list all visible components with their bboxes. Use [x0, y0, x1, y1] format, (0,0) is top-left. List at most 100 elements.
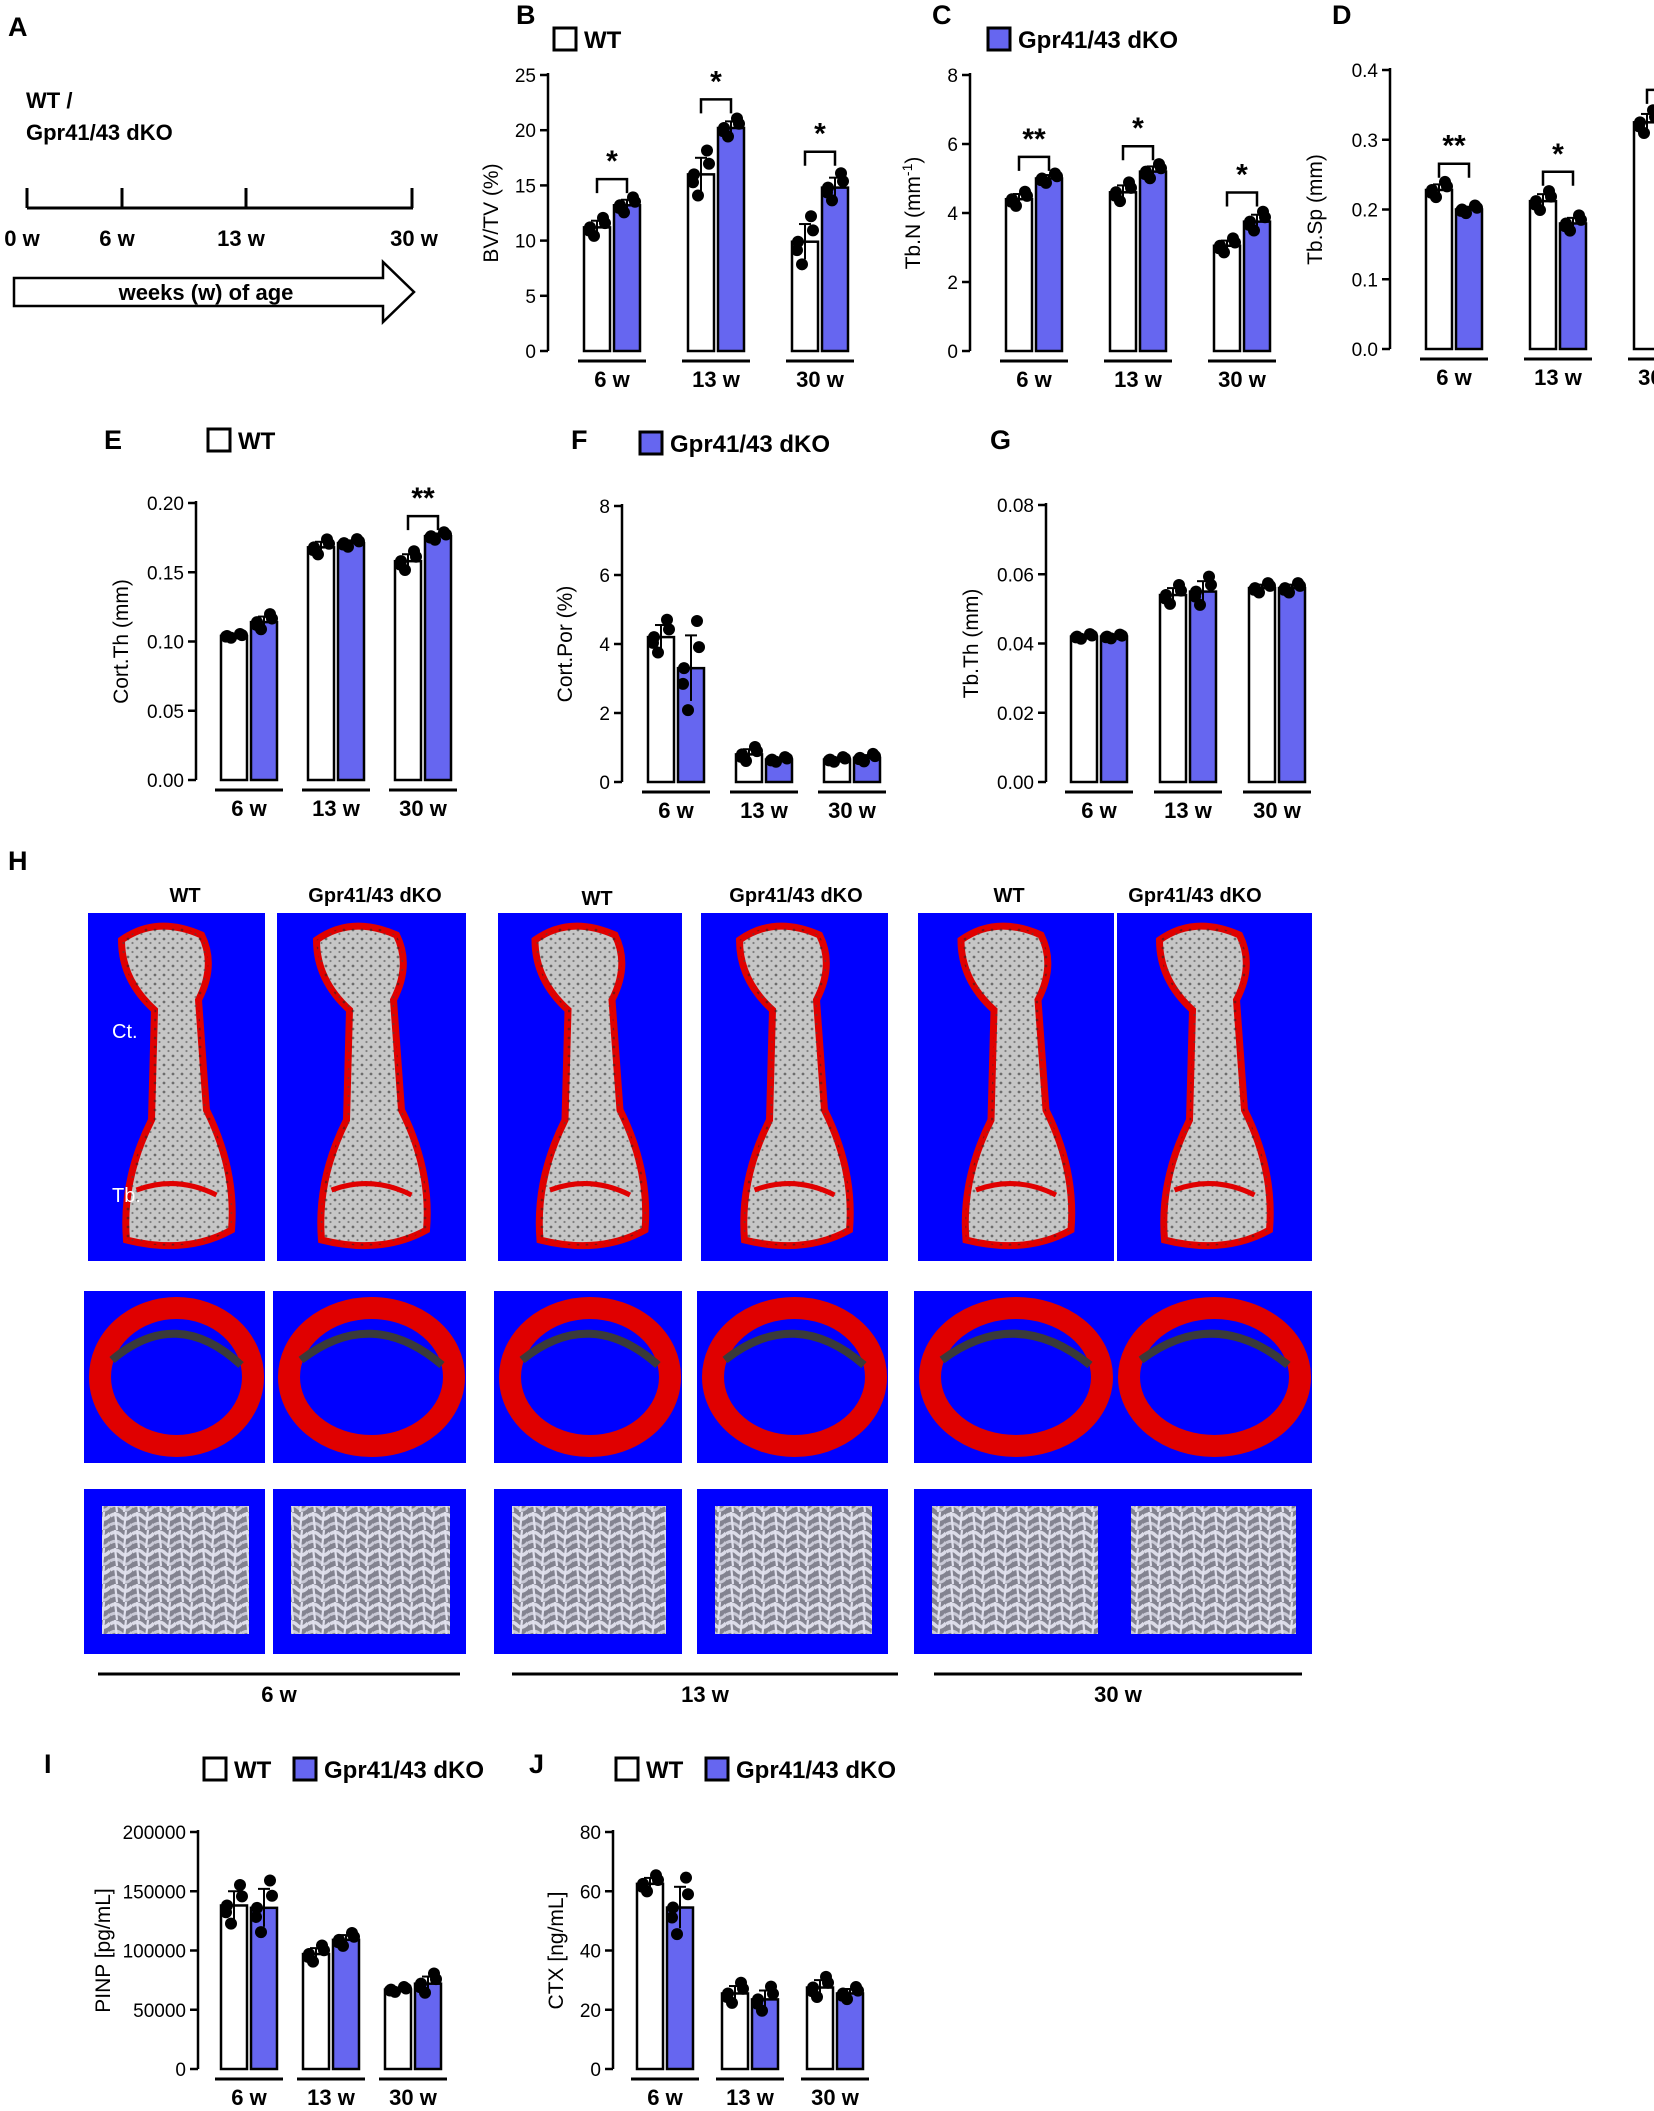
bar-wt [306, 546, 336, 782]
category-label: 30 w [1218, 367, 1267, 392]
chart-b: B 0 5 10 15 20 25 BV/TV (%) 6 w * 13 w * 30 w * WT [480, 0, 854, 392]
trabecular-block [512, 1506, 666, 1634]
y-tick-label: 0 [599, 773, 610, 794]
data-point [1035, 174, 1047, 187]
data-point [414, 1981, 426, 1994]
y-tick-label: 5 [525, 287, 536, 308]
data-point [1294, 579, 1306, 592]
y-axis-label: Cort.Th (mm) [110, 579, 133, 704]
bar-wt [582, 226, 612, 353]
data-point [735, 750, 747, 763]
data-point [251, 1901, 263, 1914]
trabecular-block [1131, 1506, 1296, 1634]
data-point [682, 1888, 694, 1901]
y-tick-label: 0 [590, 2060, 601, 2081]
data-point [266, 1889, 278, 1902]
cortical-inner-shadow [298, 1329, 445, 1369]
bar-dko [820, 186, 850, 353]
cortical-ring [89, 1297, 264, 1457]
significance-bracket [406, 514, 440, 531]
data-point [394, 558, 406, 571]
bar-wt [805, 1986, 835, 2071]
legend-swatch [986, 26, 1012, 52]
legend-swatch [552, 26, 578, 52]
data-point [250, 1910, 262, 1923]
bar-dko [716, 126, 746, 353]
data-point [765, 754, 777, 767]
femur-trabecular-texture [961, 926, 1072, 1246]
data-point [1175, 584, 1187, 597]
y-tick-label: 80 [580, 1823, 601, 1844]
data-point [1213, 242, 1225, 255]
data-point [1021, 189, 1033, 202]
y-tick-label: 0 [525, 342, 536, 363]
data-point [410, 550, 422, 563]
bar-wt [1632, 121, 1654, 351]
y-tick-label: 0.20 [147, 494, 184, 515]
data-point [1264, 579, 1276, 592]
y-tick-label: 0.02 [997, 704, 1034, 725]
data-point [1086, 629, 1098, 642]
data-point [629, 195, 641, 208]
y-tick-label: 2 [599, 704, 610, 725]
cortical-annotation: Ct. [112, 1021, 138, 1043]
bar-dko [1099, 635, 1129, 784]
data-point [869, 750, 881, 763]
y-tick-label: 40 [580, 1942, 601, 1963]
data-point [1248, 583, 1260, 596]
y-axis-label: CTX [ng/mL] [545, 1892, 568, 2010]
data-point [1109, 189, 1121, 202]
category-label: 13 w [1164, 798, 1213, 823]
data-point [821, 186, 833, 199]
femur-trabecular-texture [535, 926, 646, 1246]
data-point [652, 1874, 664, 1887]
data-point [751, 1997, 763, 2010]
category-label: 13 w [740, 798, 789, 823]
panel-label-g: G [990, 425, 1011, 455]
data-point [682, 704, 694, 717]
data-point [266, 612, 278, 625]
panel-label-i: I [44, 1749, 52, 1779]
data-point [1159, 592, 1171, 605]
data-point [1425, 186, 1437, 199]
significance-bracket [595, 177, 629, 194]
timeline-tick-label: 0 w [4, 226, 40, 251]
data-point [805, 210, 817, 223]
y-tick-label: 0.15 [147, 563, 184, 584]
cortical-ring [1118, 1297, 1311, 1457]
data-point [823, 754, 835, 767]
data-point [796, 258, 808, 271]
age-arrow [12, 259, 416, 325]
cortical-ring [919, 1297, 1113, 1457]
panel-label-a: A [8, 12, 28, 42]
data-point [220, 1906, 232, 1919]
y-tick-label: 4 [599, 635, 610, 656]
data-point [1205, 578, 1217, 591]
bar-dko [612, 204, 642, 353]
data-point [701, 144, 713, 157]
growth-plate [549, 1181, 632, 1198]
legend-label: WT [646, 1757, 684, 1784]
data-point [693, 641, 705, 654]
chart-f: F 0 2 4 6 8 Cort.Por (%) 6 w 13 w 30 w Gpr41/43 dK… [554, 425, 886, 823]
legend-swatch [202, 1756, 228, 1782]
category-label: 30 w [389, 2085, 438, 2110]
chart-j: J 0 20 40 60 80 CTX [ng/mL] 6 w 13 w 30 w WT Gpr41/… [529, 1749, 896, 2110]
legend-swatch [704, 1756, 730, 1782]
data-point [663, 623, 675, 636]
data-point [400, 1982, 412, 1995]
panel-label-b: B [516, 0, 536, 30]
y-tick-label: 0.08 [997, 496, 1034, 517]
bar-dko [249, 620, 279, 782]
category-label: 6 w [231, 2085, 267, 2110]
data-point [307, 543, 319, 556]
data-point [1125, 181, 1137, 194]
data-point [323, 537, 335, 550]
data-point [1649, 111, 1654, 123]
data-point [332, 1936, 344, 1949]
trabecular-block [932, 1506, 1098, 1634]
bar-dko [835, 1992, 865, 2071]
data-point [807, 224, 819, 237]
y-tick-label: 0.04 [997, 635, 1034, 656]
scan-column-title: WT [169, 885, 200, 907]
